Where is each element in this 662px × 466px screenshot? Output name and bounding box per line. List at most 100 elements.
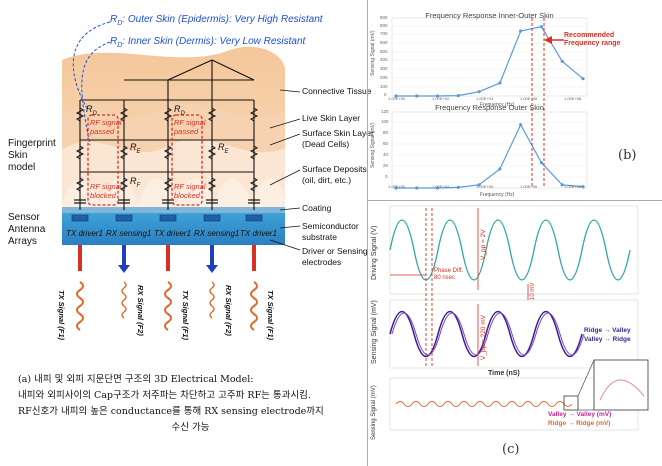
data-point-6 [519,123,523,127]
data-point-4 [477,183,481,187]
chart2-frame [391,111,588,189]
waveform-charts-svg [389,205,649,431]
sensing-signal-wave-a [389,311,583,357]
label-fingerprint-model: Fingerprint Skin model [8,138,56,173]
phase-lines [425,208,433,368]
label-surface-deposits: Surface Deposits [302,164,367,174]
electrode-label-4: RX sensing1 [194,229,240,238]
panel-c-letter: (c) [502,442,520,457]
vpp2-label: V_pp = 220 mV [480,315,487,360]
rf-paths [87,114,203,206]
label-oil-dirt: (oil, dirt, etc.) [302,175,352,185]
electrode-label-1: TX driver1 [66,229,103,238]
data-point-2 [435,94,440,98]
chart1-frame [391,17,588,97]
signal-label-3: TX Signal (F1) [181,290,190,341]
panel-c: Driving Signal (V) Sensing Signal (mV) S… [367,200,662,466]
electrode-label-5: TX driver1 [240,229,277,238]
panel-b-letter: (b) [618,148,637,163]
chart1-gridlines [392,25,587,88]
dv-label: 10 mV [530,282,536,300]
data-point-2 [435,186,440,190]
label-semiconductor: Semiconductor [302,221,359,231]
data-point-8 [560,183,564,187]
data-point-5 [498,81,502,85]
chart1-series-points [394,25,585,98]
resistor-zigzags [75,107,259,192]
resistor-label-rd: RD [86,104,97,117]
resistor-label-re-2: RE [218,142,229,155]
data-point-3 [456,185,460,189]
electrode-label-2: RX sensing1 [106,229,152,238]
chart2-title: Frequency Response Outer Skin [435,103,544,112]
legend-valley-ridge: Valley → Valley (mV) Ridge → Ridge (mV) [548,411,612,427]
ylabel-driving: Driving Signal (V) [371,225,378,280]
data-point-0 [394,186,398,190]
label-coating: Coating [302,203,332,213]
chart1-xlabel: Frequency (Hz) [480,102,515,108]
capacitor-plates [74,199,260,204]
rd-inner-note: RD: Inner Skin (Dermis): Very Low Resist… [110,36,306,49]
resistor-label-rf: RF [130,176,141,189]
label-surface-skin: Surface Skin Layer [302,128,374,138]
caption-a: (a) 내피 및 외피 지문단면 구조의 3D Electrical Model… [18,374,324,433]
recommended-arrow [544,36,552,44]
label-sensor-arrays: Sensor Antenna Arrays [8,212,46,247]
data-point-0 [394,94,398,98]
label-electrodes: electrodes [302,257,342,267]
signal-label-1: TX Signal (F1) [57,290,66,341]
label-dead-cells: (Dead Cells) [302,139,350,149]
data-point-9 [581,77,585,81]
ylabel-sensing-2: Sensing Signal (mV) [371,385,377,440]
label-connective-tissue: Connective Tissue [302,86,372,96]
rd-outer-note: RD: Outer Skin (Epidermis): Very High Re… [110,14,323,27]
rx-signal-waves [121,281,215,319]
chart2-xlabel: Frequency (Hz) [480,192,515,198]
data-point-7 [539,25,544,29]
label-substrate: substrate [302,232,337,242]
rf-passed-label-1: RF signal passed [90,118,122,136]
chart2-ylabel: Sensing Signal (mV) [370,122,376,168]
signal-waves [76,281,258,331]
phase-diff-label: Phase Diff. 80 nsec [434,268,464,281]
ylabel-sensing: Sensing Signal (mV) [371,300,378,364]
resistor-network [79,59,255,210]
recommended-label: Recommended Frequency range [564,32,621,47]
rf-passed-label-2: RF signal passed [174,118,206,136]
label-live-skin: Live Skin Layer [302,113,361,123]
coating-layer [62,207,285,213]
chart1-ylabel: Sensing Signal (mV) [370,30,376,76]
leader-lines [269,89,301,251]
sensing-signal-wave-b [391,312,585,356]
sensing2-signal-wave [395,401,573,407]
vpp1-label: V_pp = 2V [480,229,487,260]
rf-blocked-label-1: RF signal blocked [90,182,122,200]
data-point-1 [415,186,419,190]
rf-blocked-label-2: RF signal blocked [174,182,206,200]
resistor-label-rd-2: RD [174,104,185,117]
data-point-9 [581,185,585,189]
chart1-series-line [396,26,584,97]
zoom-box [563,395,579,411]
electrode-label-3: TX driver1 [154,229,191,238]
driving-plot-frame [389,205,639,295]
data-point-3 [456,93,460,98]
resistor-label-re: RE [130,142,141,155]
skin-layers-svg [62,21,301,331]
data-point-8 [560,59,564,63]
signal-label-5: TX Signal (F1) [266,290,275,341]
zoom-inset [593,359,649,411]
skin-model-diagram: RD: Outer Skin (Epidermis): Very High Re… [8,14,374,433]
recommended-range-lines [531,18,545,188]
chart2-series-points [394,123,585,190]
electrode-pads [71,214,263,222]
signal-label-4: RX Signal (F2) [224,285,233,336]
chart2-series-line [396,123,584,189]
data-point-4 [477,90,481,94]
signal-arrows [78,245,256,273]
data-point-6 [519,29,523,33]
time-label: Time (nS) [488,370,520,377]
driving-signal-wave [389,219,631,281]
sensing-plot-frame [389,299,639,369]
data-point-7 [539,161,544,165]
